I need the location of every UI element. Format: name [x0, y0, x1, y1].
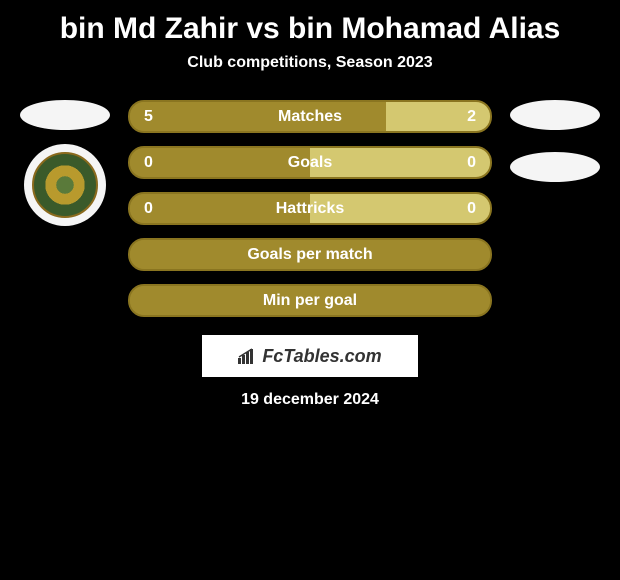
- main-comparison-area: 52Matches 00Goals 00Hattricks Goals per mat…: [0, 100, 620, 317]
- club-badge-graphic: [32, 152, 98, 218]
- player-right-avatar-placeholder: [510, 100, 600, 130]
- comparison-title: bin Md Zahir vs bin Mohamad Alias: [0, 0, 620, 54]
- stat-bar-goals-per-match: Goals per match: [128, 238, 492, 271]
- comparison-date: 19 december 2024: [0, 391, 620, 409]
- stat-bar-hattricks: 00Hattricks: [128, 192, 492, 225]
- stat-label: Hattricks: [130, 200, 490, 218]
- stats-column: 52Matches 00Goals 00Hattricks Goals per mat…: [120, 100, 500, 317]
- brand-box: FcTables.com: [202, 335, 418, 377]
- stat-label: Goals: [130, 154, 490, 172]
- stat-bar-goals: 00Goals: [128, 146, 492, 179]
- player-left-avatar-placeholder: [20, 100, 110, 130]
- brand-label: FcTables.com: [238, 346, 381, 367]
- stat-bar-min-per-goal: Min per goal: [128, 284, 492, 317]
- player-right-column: [500, 100, 610, 317]
- brand-text-content: FcTables.com: [262, 346, 381, 367]
- player-left-column: [10, 100, 120, 317]
- stat-label: Goals per match: [130, 246, 490, 264]
- bars-icon: [238, 348, 258, 364]
- stat-label: Matches: [130, 108, 490, 126]
- player-right-club-placeholder: [510, 152, 600, 182]
- player-left-club-badge: [24, 144, 106, 226]
- stat-label: Min per goal: [130, 292, 490, 310]
- comparison-subtitle: Club competitions, Season 2023: [0, 54, 620, 72]
- stat-bar-matches: 52Matches: [128, 100, 492, 133]
